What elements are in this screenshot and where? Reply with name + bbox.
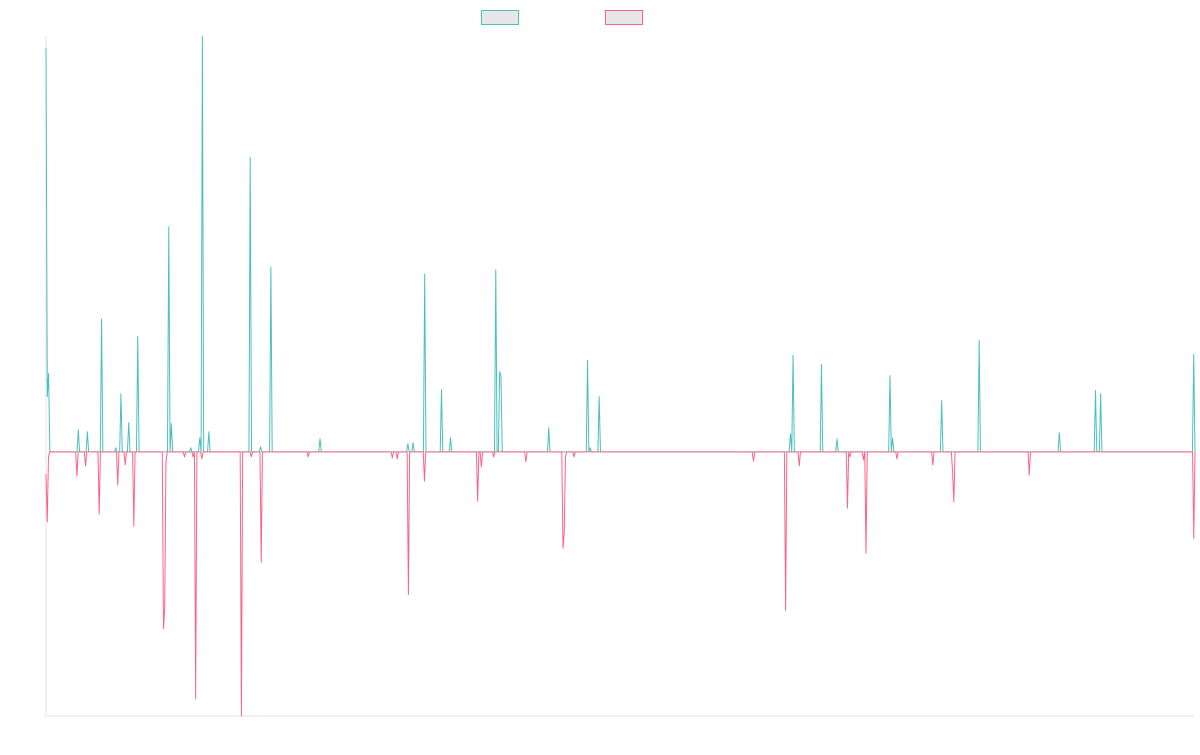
series-2-line — [45, 451, 1196, 717]
series-1-line — [45, 35, 1196, 453]
legend-swatch-series-1[interactable] — [481, 10, 519, 25]
legend-swatch-series-2[interactable] — [605, 10, 643, 25]
